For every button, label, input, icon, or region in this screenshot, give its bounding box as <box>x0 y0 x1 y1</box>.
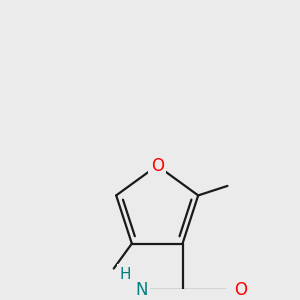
Text: H: H <box>120 267 131 282</box>
Text: O: O <box>234 281 247 299</box>
Text: N: N <box>135 281 148 299</box>
Text: O: O <box>151 157 164 175</box>
